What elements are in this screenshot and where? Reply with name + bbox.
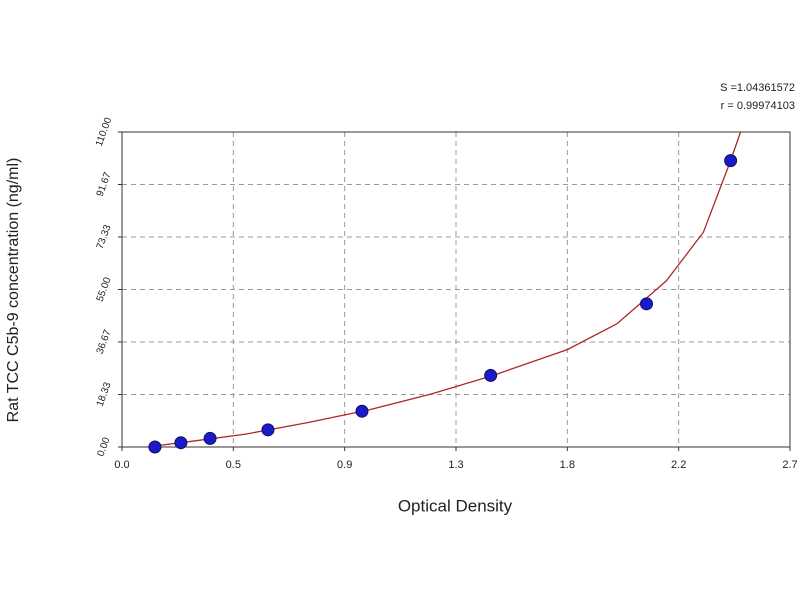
annotation: S =1.04361572 (720, 82, 795, 94)
data-point (355, 404, 369, 418)
data-point (261, 423, 275, 437)
x-tick-label: 0.9 (337, 459, 352, 471)
data-point (148, 440, 162, 454)
data-point (724, 154, 738, 168)
x-tick-label: 2.7 (782, 459, 797, 471)
data-point (174, 436, 188, 450)
data-point (640, 297, 654, 311)
x-tick-label: 0.5 (226, 459, 241, 471)
x-tick-label: 1.8 (560, 459, 575, 471)
data-point (203, 431, 217, 445)
data-point (484, 368, 498, 382)
x-axis-label: Optical Density (398, 496, 513, 515)
x-tick-label: 1.3 (448, 459, 463, 471)
plot-frame (121, 131, 791, 448)
x-tick-label: 2.2 (671, 459, 686, 471)
y-axis-label: Rat TCC C5b-9 concentration (ng/ml) (5, 158, 22, 423)
annotation: r = 0.99974103 (721, 100, 795, 112)
x-tick-label: 0.0 (114, 459, 129, 471)
